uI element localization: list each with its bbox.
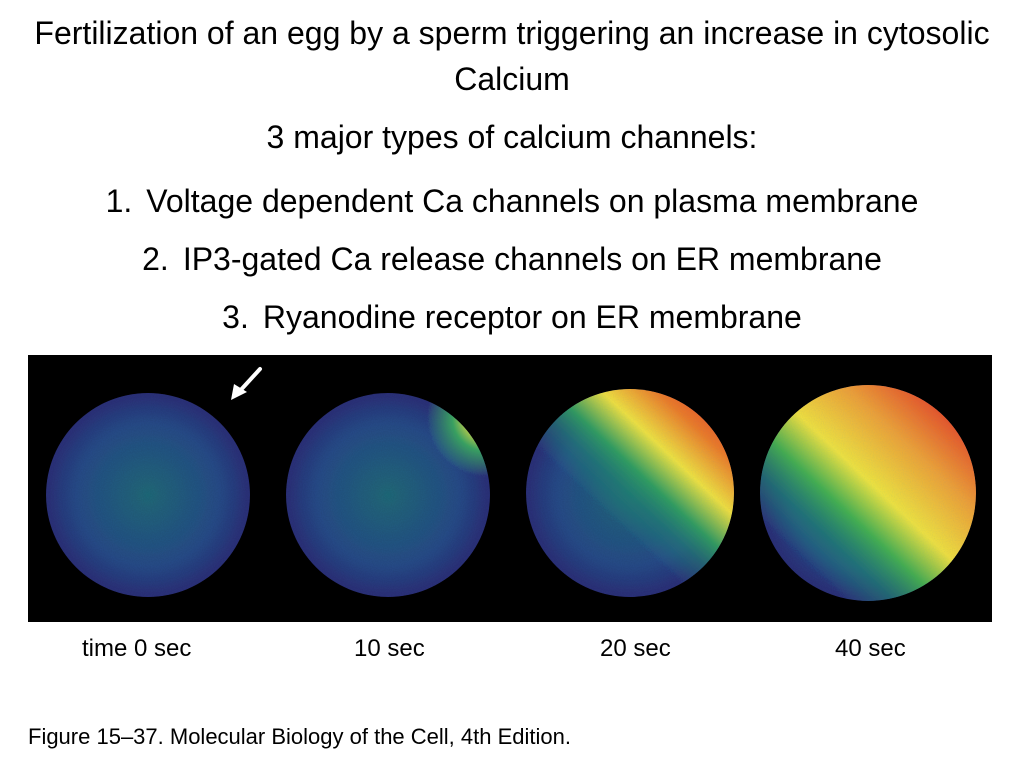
slide-subtitle: 3 major types of calcium channels:: [266, 119, 758, 155]
arrow-icon: [231, 367, 262, 400]
list-text: Voltage dependent Ca channels on plasma …: [146, 183, 919, 219]
egg-images: [46, 367, 976, 601]
list-number: 2.: [142, 241, 169, 277]
time-label-0: time 0 sec: [82, 635, 192, 662]
time-label-40: 40 sec: [835, 635, 906, 662]
list-number: 1.: [105, 183, 133, 219]
egg-40-sec: [760, 385, 976, 601]
channel-list: 1. Voltage dependent Ca channels on plasm…: [0, 172, 1024, 346]
list-text: Ryanodine receptor on ER membrane: [262, 299, 802, 335]
time-label-10: 10 sec: [354, 635, 425, 662]
list-item: 1. Voltage dependent Ca channels on plasm…: [0, 172, 1024, 230]
time-label-20: 20 sec: [600, 635, 671, 662]
egg-10-sec: [286, 393, 490, 597]
list-text: IP3-gated Ca release channels on ER memb…: [182, 241, 882, 277]
egg-0-sec: [46, 393, 250, 597]
list-number: 3.: [222, 299, 249, 335]
list-item: 2. IP3-gated Ca release channels on ER me…: [0, 230, 1024, 288]
calcium-wave-figure: [28, 355, 992, 622]
list-item: 3. Ryanodine receptor on ER membrane: [0, 288, 1024, 346]
egg-20-sec: [526, 389, 734, 597]
slide-title: Fertilization of an egg by a sperm trigg…: [34, 15, 990, 97]
figure-caption: Figure 15–37. Molecular Biology of the C…: [28, 724, 571, 749]
